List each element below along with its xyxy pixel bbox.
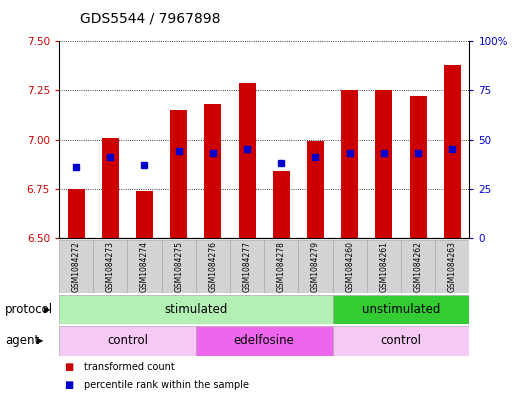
Bar xyxy=(341,90,358,238)
Bar xyxy=(196,326,332,356)
Bar xyxy=(230,240,264,293)
Bar xyxy=(93,240,127,293)
Bar xyxy=(170,110,187,238)
Bar xyxy=(102,138,119,238)
Bar xyxy=(435,240,469,293)
Text: stimulated: stimulated xyxy=(164,303,227,316)
Bar xyxy=(204,104,222,238)
Text: control: control xyxy=(107,334,148,347)
Bar xyxy=(401,240,435,293)
Bar xyxy=(444,65,461,238)
Bar xyxy=(332,240,367,293)
Text: GSM1084272: GSM1084272 xyxy=(72,241,81,292)
Bar xyxy=(59,326,196,356)
Text: protocol: protocol xyxy=(5,303,53,316)
Bar xyxy=(59,240,93,293)
Bar xyxy=(196,240,230,293)
Text: GSM1084276: GSM1084276 xyxy=(208,241,218,292)
Bar xyxy=(332,295,469,324)
Text: GSM1084262: GSM1084262 xyxy=(413,241,423,292)
Bar xyxy=(68,189,85,238)
Bar xyxy=(332,326,469,356)
Text: GSM1084278: GSM1084278 xyxy=(277,241,286,292)
Bar xyxy=(264,240,299,293)
Bar xyxy=(409,96,427,238)
Text: ■: ■ xyxy=(64,362,73,373)
Bar xyxy=(162,240,196,293)
Bar xyxy=(376,90,392,238)
Text: GSM1084261: GSM1084261 xyxy=(380,241,388,292)
Text: GSM1084263: GSM1084263 xyxy=(448,241,457,292)
Text: unstimulated: unstimulated xyxy=(362,303,440,316)
Text: percentile rank within the sample: percentile rank within the sample xyxy=(84,380,249,390)
Text: GSM1084273: GSM1084273 xyxy=(106,241,115,292)
Text: ▶: ▶ xyxy=(44,305,50,314)
Text: agent: agent xyxy=(5,334,40,347)
Text: control: control xyxy=(381,334,422,347)
Bar xyxy=(273,171,290,238)
Text: transformed count: transformed count xyxy=(84,362,174,373)
Text: ▶: ▶ xyxy=(37,336,44,345)
Text: GSM1084275: GSM1084275 xyxy=(174,241,183,292)
Bar xyxy=(367,240,401,293)
Bar xyxy=(59,295,332,324)
Bar xyxy=(307,141,324,238)
Bar xyxy=(127,240,162,293)
Bar xyxy=(239,83,255,238)
Bar xyxy=(136,191,153,238)
Text: ■: ■ xyxy=(64,380,73,390)
Text: GSM1084260: GSM1084260 xyxy=(345,241,354,292)
Text: GSM1084279: GSM1084279 xyxy=(311,241,320,292)
Bar xyxy=(299,240,332,293)
Text: edelfosine: edelfosine xyxy=(234,334,294,347)
Text: GSM1084277: GSM1084277 xyxy=(243,241,251,292)
Text: GSM1084274: GSM1084274 xyxy=(140,241,149,292)
Text: GDS5544 / 7967898: GDS5544 / 7967898 xyxy=(80,11,220,26)
